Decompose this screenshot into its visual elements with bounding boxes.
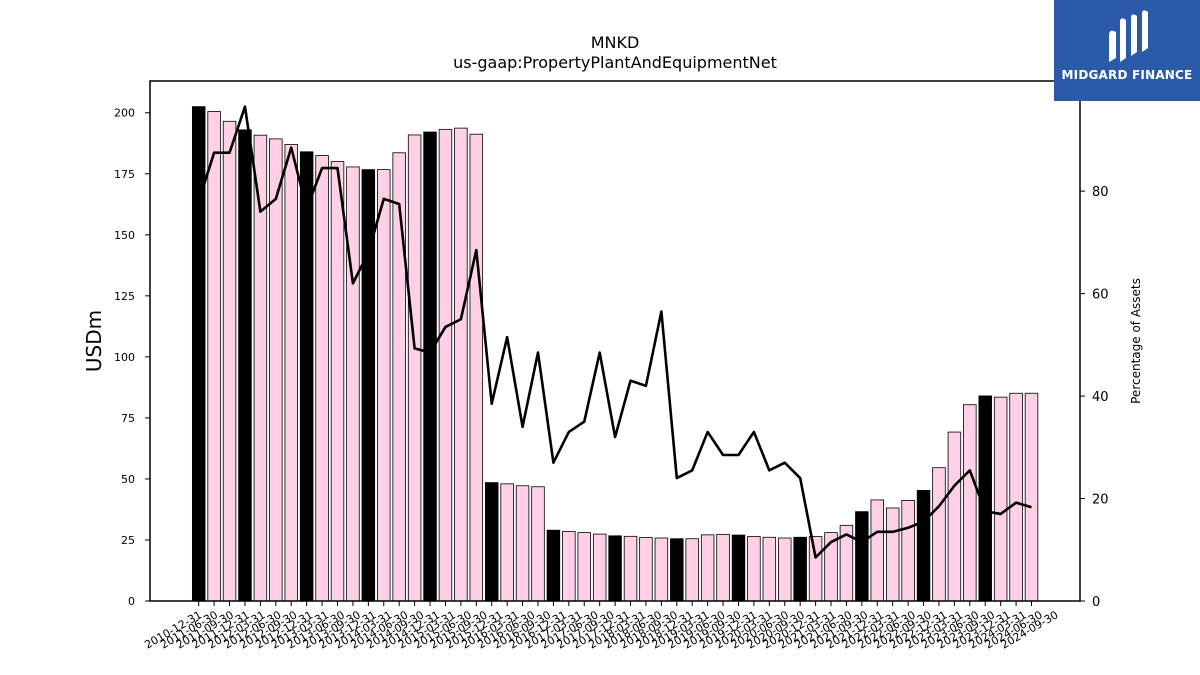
line-group [197, 105, 1032, 559]
bar [932, 467, 946, 602]
y2-tick-label: 0 [1092, 595, 1100, 610]
bar [1024, 392, 1039, 602]
bar [778, 537, 792, 602]
midgard-logo: MIDGARD FINANCE [1054, 0, 1200, 101]
chart-subtitle: us-gaap:PropertyPlantAndEquipmentNet [453, 53, 777, 72]
bar [700, 534, 715, 602]
y-tick-label: 100 [114, 351, 135, 364]
y2-tick-label: 40 [1092, 390, 1109, 405]
bar [500, 483, 514, 602]
y2-tick-label: 20 [1092, 493, 1109, 508]
y-tick-label: 150 [114, 229, 135, 242]
midgard-logo-icon [1109, 10, 1148, 62]
bar [901, 500, 915, 602]
y2-axis: 0 20 40 60 80 [1080, 185, 1109, 610]
bar [639, 537, 653, 602]
bar [392, 152, 406, 602]
bar [716, 533, 730, 602]
bar [670, 538, 684, 602]
bar [207, 111, 221, 602]
bar [747, 536, 761, 602]
bar [438, 128, 453, 602]
y-tick-label: 175 [114, 168, 135, 181]
bar [315, 155, 329, 602]
bar [1009, 392, 1023, 602]
bar [377, 169, 391, 602]
bar [654, 537, 669, 602]
y-tick-label: 200 [114, 107, 135, 120]
bar [515, 485, 530, 602]
logo-text: MIDGARD FINANCE [1061, 68, 1193, 82]
y-tick-label: 25 [121, 534, 135, 547]
bar [191, 106, 206, 602]
bar [855, 511, 869, 602]
y-tick-label: 50 [121, 473, 135, 486]
y-tick-label: 75 [121, 412, 135, 425]
y2-tick-label: 60 [1092, 288, 1109, 303]
chart-title: MNKD [591, 33, 640, 52]
percentage-line [197, 105, 1032, 559]
bar [793, 536, 807, 602]
bar [623, 535, 638, 602]
bar [299, 151, 314, 602]
bar [577, 532, 591, 602]
bar [762, 536, 777, 602]
bar [916, 490, 931, 602]
bar [592, 533, 607, 602]
bar [222, 120, 237, 602]
bar [731, 534, 746, 602]
y2-tick-label: 80 [1092, 185, 1109, 200]
bar [269, 138, 283, 602]
y-tick-label: 0 [128, 595, 135, 608]
bar [963, 404, 977, 602]
bar [330, 161, 345, 602]
bar [346, 166, 360, 602]
bar [870, 499, 885, 602]
bar [284, 144, 298, 602]
bar [531, 486, 545, 602]
bar [546, 529, 561, 602]
bar [562, 531, 576, 602]
bar [685, 538, 699, 602]
bar [238, 129, 252, 602]
bar [454, 127, 468, 602]
bar [469, 133, 484, 602]
bar [993, 396, 1008, 602]
bar [947, 431, 962, 602]
bar [423, 131, 437, 602]
bar [407, 134, 422, 602]
y-axis-label: USDm [82, 310, 106, 372]
x-axis: 2010-12-312011-06-302011-09-302011-12-31… [142, 601, 1061, 652]
bar [885, 507, 900, 602]
bar [484, 482, 499, 602]
y-axis: 0 25 50 75 100 125 150 175 200 [114, 107, 150, 608]
y2-axis-label: Percentage of Assets [1129, 278, 1143, 404]
y-tick-label: 125 [114, 290, 135, 303]
bar [808, 536, 823, 602]
bar [608, 535, 622, 602]
